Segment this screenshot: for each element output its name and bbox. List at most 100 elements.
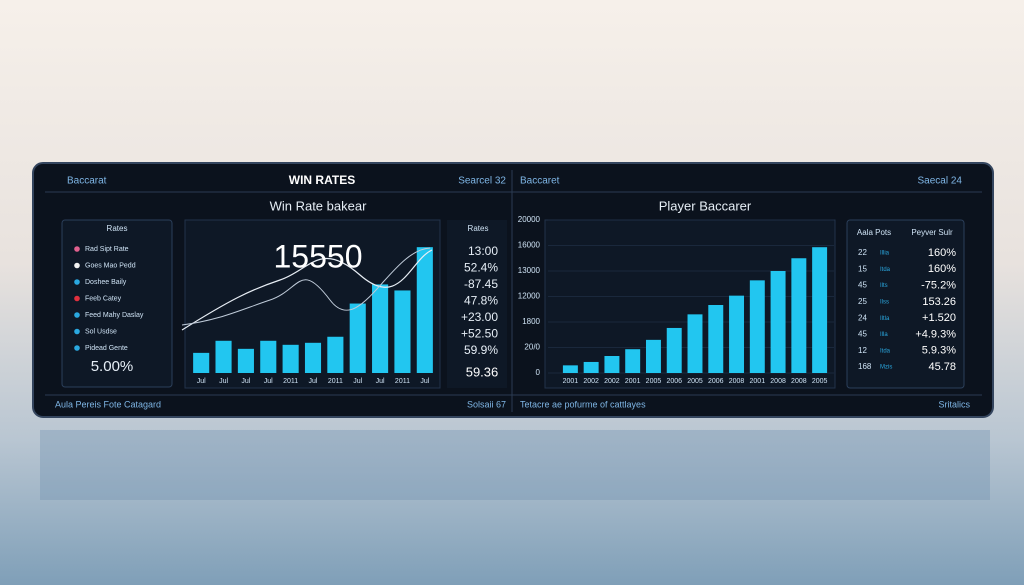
y-tick-label: 20/0 — [524, 343, 540, 352]
x-tick-label: 2008 — [791, 378, 807, 385]
rates-column — [447, 220, 507, 388]
table-box — [846, 219, 965, 389]
bar — [770, 271, 786, 373]
rate-value: 13:00 — [468, 244, 498, 258]
bar — [349, 303, 366, 373]
bar — [625, 349, 641, 373]
table-cell: Mzis — [880, 365, 892, 371]
x-tick-label: 2011 — [328, 378, 343, 385]
table-cell: Itda — [880, 267, 891, 273]
bar — [562, 365, 578, 373]
legend-label: Feeb Catey — [85, 295, 122, 302]
legend-label: Doshee Baily — [85, 279, 127, 286]
rate-value: +52.50 — [461, 327, 498, 341]
bar — [327, 336, 344, 373]
bar — [237, 348, 254, 373]
brand: Baccarat — [67, 176, 107, 187]
legend-total: 5.00% — [91, 358, 134, 375]
bar — [193, 352, 210, 373]
x-tick-label: Jul — [197, 378, 206, 385]
legend-label: Sol Usdse — [85, 328, 117, 335]
decor-curve — [181, 249, 433, 331]
x-tick-label: 2002 — [604, 378, 620, 385]
legend-title: Rates — [107, 224, 128, 233]
table-cell: 24 — [858, 313, 867, 322]
legend-dot — [74, 328, 80, 335]
table-cell: Ilts — [880, 283, 888, 289]
bar — [708, 305, 724, 373]
tag: Searcel 32 — [458, 176, 506, 187]
chart-title: Win Rate bakear — [270, 198, 367, 213]
table-cell: Itda — [880, 348, 891, 354]
bar — [749, 280, 765, 373]
table-cell: 22 — [858, 248, 867, 257]
table-cell: 168 — [858, 362, 872, 371]
table-cell: +4.9.3% — [915, 328, 956, 340]
bar — [687, 314, 703, 373]
content: Rad Sipt Rate Goes Mao Pedd Doshee Baily Fe… — [74, 215, 956, 385]
reflection — [40, 430, 990, 500]
table-cell: 12 — [858, 346, 867, 355]
x-tick-label: 2005 — [646, 378, 662, 385]
x-tick-label: 2006 — [666, 378, 682, 385]
table-cell: Illa — [880, 332, 888, 338]
table-cell: 25 — [858, 297, 867, 306]
rates-total: 59.36 — [466, 364, 499, 379]
x-tick-label: 2006 — [708, 378, 724, 385]
legend-label: Feed Mahy Daslay — [85, 312, 144, 319]
x-tick-label: Jul — [420, 378, 429, 385]
bar — [416, 247, 433, 373]
legend-label: Goes Mao Pedd — [85, 262, 136, 269]
table-cell: -75.2% — [921, 280, 956, 292]
bar — [282, 344, 299, 373]
heading: WIN RATES — [289, 173, 355, 187]
x-tick-label: 2001 — [563, 378, 579, 385]
x-tick-label: 2005 — [687, 378, 703, 385]
bar — [666, 327, 682, 373]
x-tick-label: Jul — [264, 378, 273, 385]
x-tick-label: 2001 — [625, 378, 641, 385]
bar — [645, 339, 661, 373]
bar — [729, 295, 745, 373]
table-cell: Iltla — [880, 316, 890, 322]
chart-title: Player Baccarer — [659, 198, 752, 213]
y-tick-label: 13000 — [518, 266, 541, 275]
bar — [260, 340, 277, 373]
y-tick-label: 20000 — [518, 215, 541, 224]
table-header: Aala Pots — [857, 228, 891, 237]
rate-value: 52.4% — [464, 261, 498, 275]
x-tick-label: 2008 — [770, 378, 786, 385]
rate-value: 47.8% — [464, 294, 498, 308]
annotation: 15550 — [274, 238, 363, 274]
legend-box — [61, 219, 173, 388]
rates-title: Rates — [468, 224, 489, 233]
table-cell: 160% — [928, 247, 956, 259]
bar — [812, 247, 828, 373]
x-tick-label: 2008 — [729, 378, 745, 385]
y-tick-label: 1800 — [522, 317, 540, 326]
table-cell: 153.26 — [922, 296, 956, 308]
x-tick-label: 2011 — [283, 378, 298, 385]
table-cell: 45 — [858, 330, 867, 339]
bar — [791, 258, 807, 373]
y-tick-label: 0 — [536, 368, 541, 377]
table-cell: 15 — [858, 264, 867, 273]
table-cell: Illia — [880, 251, 890, 257]
footer-text: Tetacre ae pofurme of cattlayes — [520, 399, 646, 409]
legend-dot — [74, 246, 80, 252]
bar — [604, 356, 620, 373]
table-cell: 5.9.3% — [922, 345, 956, 357]
x-tick-label: 2011 — [395, 378, 410, 385]
bar — [304, 342, 322, 373]
rate-value: 59.9% — [464, 343, 498, 357]
y-tick-label: 16000 — [518, 241, 541, 250]
decor-curve — [181, 247, 431, 326]
table-cell: Ilss — [880, 299, 889, 305]
y-tick-label: 12000 — [518, 292, 541, 301]
table-header: Peyver Sulr — [911, 228, 953, 237]
legend-label: Pidead Gente — [85, 345, 128, 352]
bar — [215, 340, 232, 373]
footer-text: Sritalics — [938, 399, 970, 409]
x-tick-label: Jul — [353, 378, 362, 385]
x-tick-label: Jul — [219, 378, 228, 385]
